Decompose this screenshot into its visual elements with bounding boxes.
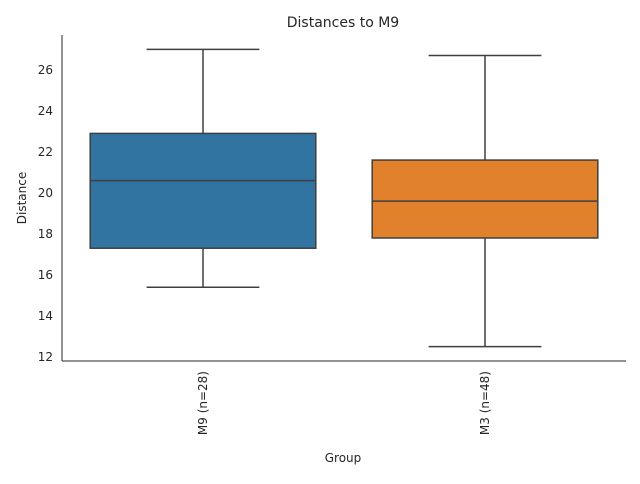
y-tick-label: 26 [38,63,53,77]
x-tick-label: M3 (n=48) [478,371,492,435]
y-tick-label: 16 [38,268,53,282]
box [371,159,599,239]
x-axis-label: Group [325,451,362,465]
y-tick-label: 14 [38,309,53,323]
chart-title: Distances to M9 [287,15,399,31]
y-axis-label: Distance [15,172,29,224]
y-tick-label: 20 [38,186,53,200]
y-tick-label: 22 [38,145,53,159]
y-tick-label: 12 [38,350,53,364]
box [89,132,317,249]
y-tick-label: 18 [38,227,53,241]
y-tick-label: 24 [38,104,53,118]
x-tick-label: M9 (n=28) [196,371,210,435]
